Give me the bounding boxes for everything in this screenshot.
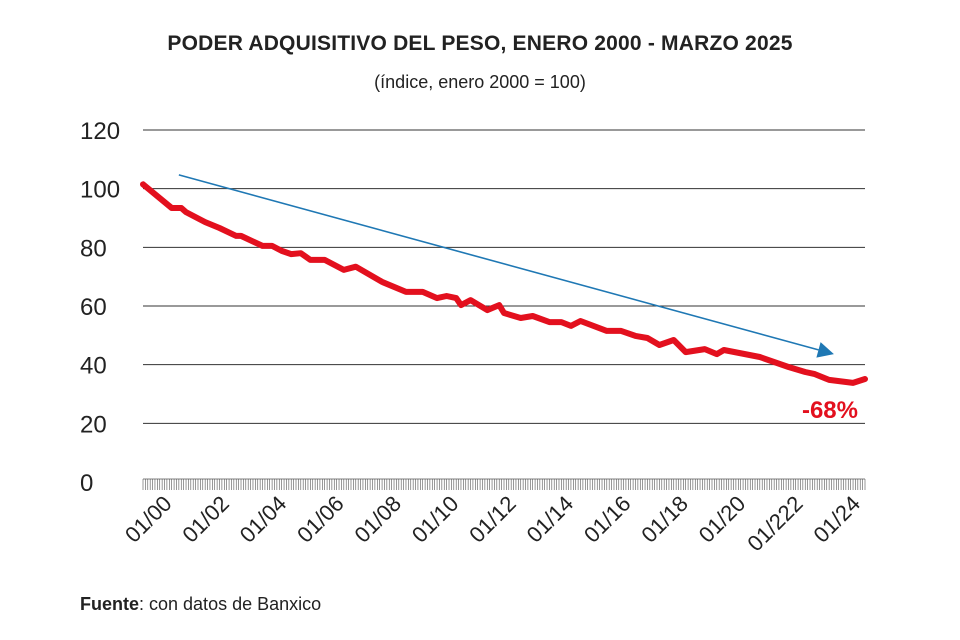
y-tick-label: 60 [80, 294, 107, 321]
trend-arrow-head [816, 342, 834, 358]
y-tick-label: 100 [80, 177, 120, 204]
x-tick-label: 01/12 [464, 491, 521, 548]
source-label: Fuente [80, 594, 140, 614]
x-axis: 01/00 01/02 01/04 01/06 01/08 01/10 01/12 01/14… [120, 478, 866, 556]
x-tick-label: 01/16 [579, 491, 636, 548]
chart-title: PODER ADQUISITIVO DEL PESO, ENERO 2000 -… [167, 32, 793, 55]
change-annotation: -68% [802, 397, 858, 424]
x-tick-label: 01/02 [177, 491, 234, 548]
y-tick-label: 0 [80, 470, 93, 497]
series-line [140, 181, 868, 386]
chart-subtitle: (índice, enero 2000 = 100) [374, 72, 586, 92]
x-tick-label: 01/04 [235, 491, 292, 548]
x-tick-label: 01/00 [120, 491, 177, 548]
trend-arrow [178, 174, 834, 358]
trend-arrow-line [178, 174, 819, 351]
x-tick-label: 01/08 [349, 491, 406, 548]
source-text: : con datos de Banxico [139, 594, 322, 614]
x-tick-label: 01/24 [808, 491, 865, 548]
source-note: Fuente: con datos de Banxico [80, 594, 321, 615]
series-layer [140, 181, 868, 386]
y-tick-label: 40 [80, 353, 107, 380]
y-tick-label: 20 [80, 411, 107, 438]
gridlines [143, 129, 865, 424]
y-tick-label: 80 [80, 235, 107, 262]
x-tick-label: 01/18 [636, 491, 693, 548]
x-tick-label: 01/06 [292, 491, 349, 548]
y-axis: 0 20 40 60 80 100 120 [80, 118, 120, 497]
y-tick-label: 120 [80, 118, 120, 145]
x-tick-label: 01/14 [522, 491, 579, 548]
x-tick-label: 01/222 [742, 491, 807, 556]
x-tick-label: 01/10 [407, 491, 464, 548]
